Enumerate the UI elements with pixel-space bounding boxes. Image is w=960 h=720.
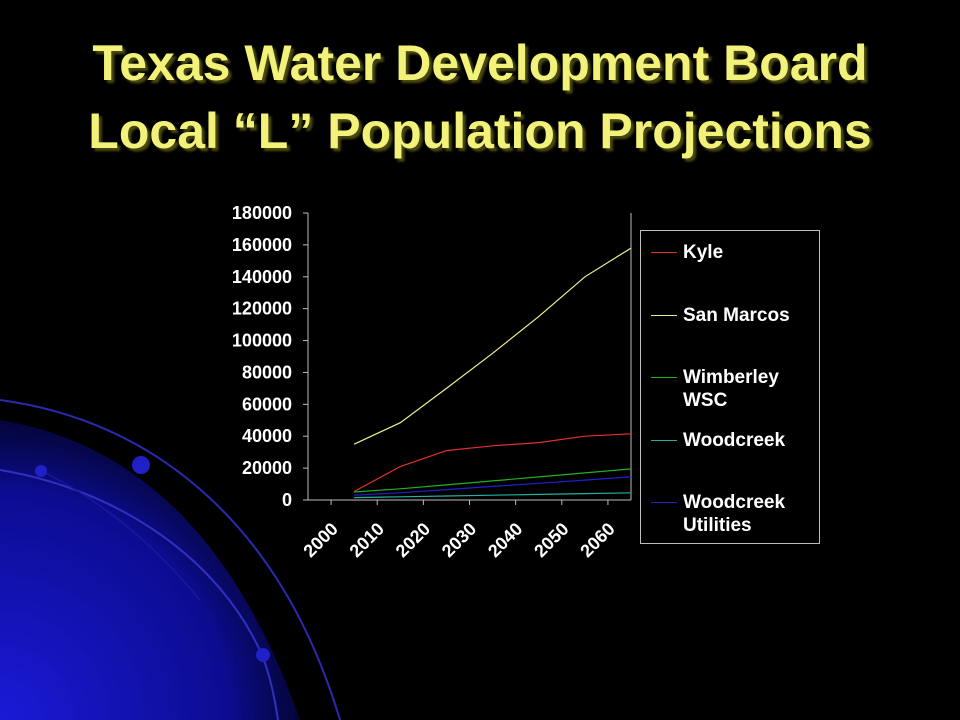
x-tick-label: 2000: [299, 519, 341, 561]
decor-dot: [132, 456, 150, 474]
legend-label: Woodcreek: [683, 430, 786, 451]
series-line-san-marcos: [353, 247, 632, 445]
x-tick-label: 2010: [346, 519, 388, 561]
y-tick-label: 0: [282, 490, 292, 510]
x-tick-label: 2030: [438, 519, 480, 561]
x-tick-label: 2060: [576, 519, 618, 561]
legend-swatch: [651, 440, 677, 441]
y-tick-label: 100000: [232, 331, 292, 351]
y-tick-label: 40000: [242, 426, 292, 446]
legend-swatch: [651, 377, 677, 378]
x-axis-ticks: 2000 2010 2020 2030 2040 2050 2060: [299, 500, 619, 561]
x-tick-label: 2020: [392, 519, 434, 561]
y-tick-label: 60000: [242, 394, 292, 414]
chart-axes: [307, 213, 632, 501]
legend-label: Kyle: [683, 242, 724, 263]
x-tick-label: 2040: [484, 519, 526, 561]
legend-label: Woodcreek Utilities: [683, 492, 786, 536]
y-axis-ticks: 180000 160000 140000 120000 100000 80000 60000…: [232, 203, 308, 510]
y-tick-label: 80000: [242, 362, 292, 382]
decor-dot: [256, 648, 270, 662]
series-line-woodcreek: [354, 492, 632, 499]
y-tick-label: 160000: [232, 235, 292, 255]
chart-legend: Kyle San Marcos Wimberley WSC Woodcreek Wood…: [640, 230, 820, 544]
legend-label: San Marcos: [683, 305, 790, 326]
series-line-woodcreek-utilities: [354, 476, 632, 496]
series-line-wimberley-wsc: [354, 468, 632, 493]
legend-swatch: [651, 502, 677, 503]
slide-title-line-1: Texas Water Development Board: [92, 35, 868, 91]
decor-dot: [35, 465, 47, 477]
slide-title-line-2: Local “L” Population Projections: [88, 103, 872, 159]
y-tick-label: 140000: [232, 267, 292, 287]
x-tick-label: 2050: [530, 519, 572, 561]
series-lines: [353, 247, 632, 499]
y-tick-label: 120000: [232, 299, 292, 319]
legend-label: Wimberley WSC: [683, 367, 779, 411]
series-line-kyle: [353, 433, 632, 493]
y-tick-label: 20000: [242, 458, 292, 478]
y-tick-label: 180000: [232, 203, 292, 223]
legend-swatch: [651, 252, 677, 253]
legend-swatch: [651, 315, 677, 316]
